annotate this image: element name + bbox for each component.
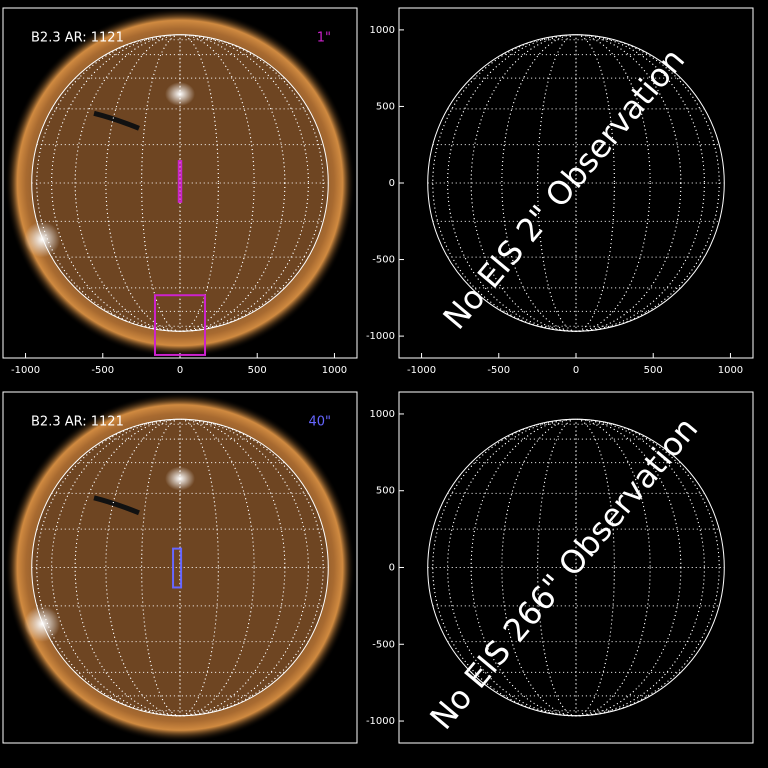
channel-label: B2.3 AR: 1121 <box>31 415 124 430</box>
eis-fov <box>177 160 183 203</box>
x-tick-label: -500 <box>91 365 114 376</box>
limb <box>31 34 329 332</box>
meridian <box>141 34 219 332</box>
x-tick-label: 0 <box>177 365 183 376</box>
eis-fov <box>153 294 207 356</box>
meridian <box>501 418 651 717</box>
slit-label: 40" <box>308 415 331 430</box>
y-tick-label: -500 <box>372 639 395 650</box>
filament <box>93 110 140 131</box>
meridian <box>501 34 651 332</box>
slit-label: 1" <box>317 31 331 46</box>
x-tick-label: 0 <box>573 365 579 376</box>
y-tick-label: 0 <box>389 178 395 189</box>
x-tick-label: 500 <box>644 365 663 376</box>
y-tick-label: -1000 <box>366 331 395 342</box>
limb <box>427 34 725 332</box>
limb-brightening <box>24 605 61 642</box>
y-tick-label: -1000 <box>366 716 395 727</box>
y-tick-label: -500 <box>372 255 395 266</box>
limb <box>427 418 725 717</box>
y-tick-label: 500 <box>376 486 395 497</box>
meridian <box>537 418 615 717</box>
eis-fov <box>172 547 183 589</box>
y-tick-label: 1000 <box>370 409 395 420</box>
x-tick-label: -1000 <box>11 365 40 376</box>
y-tick-label: 500 <box>376 101 395 112</box>
x-tick-label: 1000 <box>718 365 743 376</box>
plot-frame <box>2 391 358 744</box>
x-tick-label: 500 <box>248 365 267 376</box>
limb <box>31 418 329 717</box>
meridian <box>537 34 615 332</box>
limb-brightening <box>24 221 61 258</box>
x-tick-label: -500 <box>487 365 510 376</box>
y-tick-label: 1000 <box>370 25 395 36</box>
meridian <box>141 418 219 717</box>
x-tick-label: -1000 <box>407 365 436 376</box>
channel-label: B2.3 AR: 1121 <box>31 31 124 46</box>
meridian <box>105 418 255 717</box>
filament <box>93 495 140 516</box>
y-tick-label: 0 <box>389 563 395 574</box>
meridian <box>105 34 255 332</box>
x-tick-label: 1000 <box>322 365 347 376</box>
